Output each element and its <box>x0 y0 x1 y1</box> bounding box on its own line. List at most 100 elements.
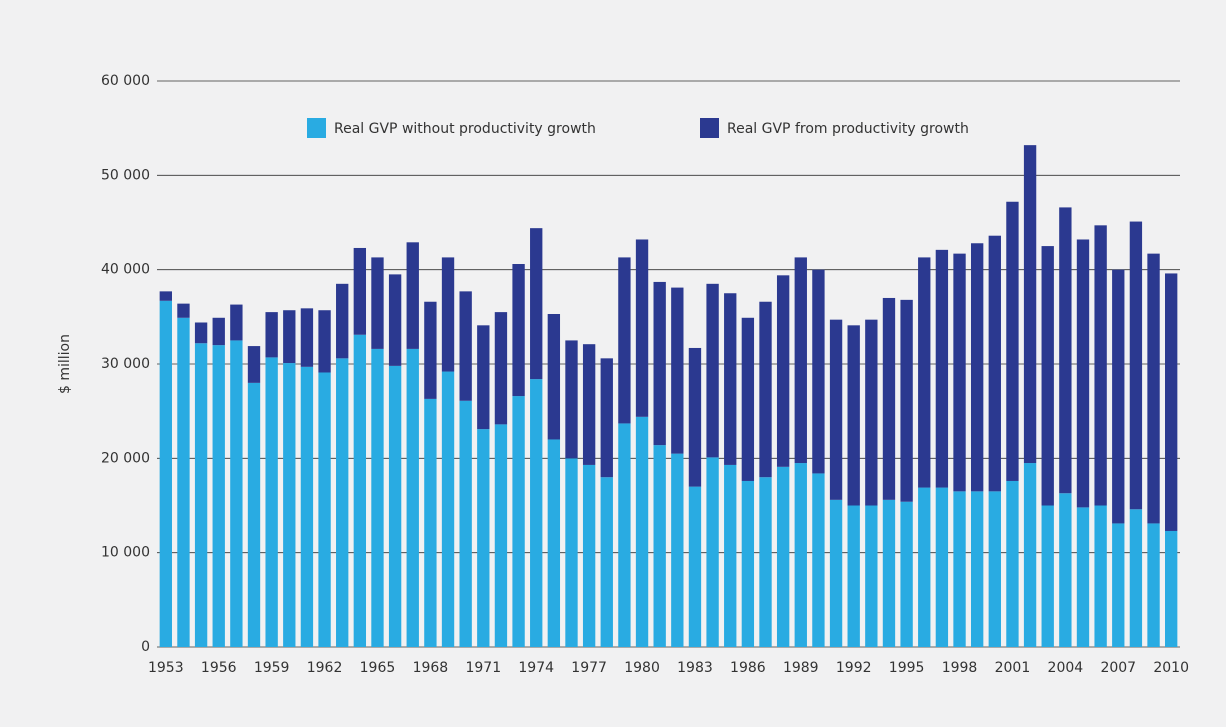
bar-segment <box>829 499 843 647</box>
legend-label: Real GVP without productivity growth <box>334 121 596 137</box>
bar-segment <box>1023 145 1037 464</box>
bar-segment <box>812 269 825 474</box>
bar-segment <box>300 308 314 367</box>
bar-segment <box>212 345 225 647</box>
x-tick-label: 1995 <box>889 660 925 676</box>
bar-segment <box>441 257 455 372</box>
bar-segment <box>1041 246 1054 506</box>
bar-segment <box>353 334 367 647</box>
bar-segment <box>459 291 472 401</box>
bar-segment <box>1112 523 1125 647</box>
bar-segment <box>441 371 455 647</box>
bar-segment <box>565 458 578 647</box>
bar-segment <box>759 301 772 478</box>
bar-segment <box>247 346 261 383</box>
x-tick-label: 1959 <box>254 660 290 676</box>
legend-swatch <box>700 118 719 138</box>
bar-segment <box>459 400 472 647</box>
bar-segment <box>406 348 419 647</box>
bar-segment <box>177 317 190 647</box>
bar-segment <box>1129 221 1143 510</box>
x-tick-label: 2007 <box>1100 660 1136 676</box>
bar-segment <box>1094 505 1107 647</box>
bar-segment <box>653 281 666 446</box>
bar-segment <box>159 291 172 301</box>
bar-segment <box>794 257 807 464</box>
bar-segment <box>900 299 913 502</box>
bar-segment <box>477 429 490 647</box>
bar-segment <box>247 382 261 647</box>
y-axis-label: $ million <box>57 334 73 394</box>
x-tick-label: 1968 <box>413 660 449 676</box>
bar-segment <box>494 424 508 647</box>
bar-segment <box>970 243 984 492</box>
bar-segment <box>847 505 860 647</box>
bar-segment <box>565 340 578 459</box>
bar-segment <box>424 301 437 399</box>
bar-segment <box>512 264 525 397</box>
bar-segment <box>530 228 543 380</box>
bar-segment <box>618 423 631 647</box>
bar-segment <box>300 366 314 647</box>
x-tick-label: 1971 <box>465 660 501 676</box>
y-tick-label: 20 000 <box>101 450 150 466</box>
bar-segment <box>865 319 878 506</box>
bar-segment <box>882 499 896 647</box>
bar-segment <box>1006 480 1019 647</box>
bar-segment <box>618 257 631 424</box>
x-tick-label: 1980 <box>624 660 660 676</box>
bar-segment <box>371 257 384 349</box>
bar-segment <box>230 304 243 341</box>
bar-segment <box>1147 523 1160 647</box>
y-tick-label: 50 000 <box>101 167 150 183</box>
y-tick-label: 60 000 <box>101 73 150 89</box>
bar-segment <box>194 322 208 344</box>
bar-segment <box>547 439 561 647</box>
x-tick-label: 1986 <box>730 660 766 676</box>
bar-segment <box>388 274 402 366</box>
bar-segment <box>829 319 843 500</box>
x-tick-label: 1998 <box>942 660 978 676</box>
bar-segment <box>688 486 702 647</box>
bar-segment <box>918 487 931 647</box>
x-tick-label: 1989 <box>783 660 819 676</box>
bar-segment <box>812 473 825 647</box>
bar-segment <box>600 477 613 647</box>
bar-segment <box>988 235 1001 492</box>
bar-segment <box>424 398 437 647</box>
bar-segment <box>953 253 966 492</box>
bar-segment <box>1129 509 1143 647</box>
x-tick-label: 1992 <box>836 660 872 676</box>
bar-segment <box>547 314 561 440</box>
x-tick-label: 2010 <box>1153 660 1189 676</box>
bar-segment <box>724 464 737 647</box>
bar-segment <box>1076 239 1090 508</box>
bar-segment <box>635 416 649 647</box>
bar-segment <box>865 505 878 647</box>
bar-segment <box>318 372 331 647</box>
bar-segment <box>1006 201 1019 481</box>
bar-segment <box>582 464 596 647</box>
bar-segment <box>1147 253 1160 524</box>
bar-segment <box>530 379 543 647</box>
bar-segment <box>177 303 190 318</box>
bar-segment <box>1165 273 1178 531</box>
bar-segment <box>706 283 719 458</box>
bar-segment <box>283 363 296 647</box>
bar-segment <box>882 297 896 500</box>
bar-segment <box>724 293 737 465</box>
bar-segment <box>212 317 225 346</box>
bar-segment <box>336 358 349 647</box>
bar-segment <box>1023 463 1037 647</box>
bar-segment <box>371 348 384 647</box>
bar-segment <box>494 312 508 425</box>
x-tick-label: 1965 <box>360 660 396 676</box>
bar-segment <box>283 310 296 364</box>
bar-segment <box>1041 505 1054 647</box>
bar-segment <box>635 239 649 417</box>
bar-segment <box>1094 225 1107 506</box>
bar-segment <box>388 365 402 647</box>
x-tick-label: 1977 <box>571 660 607 676</box>
bar-segment <box>1076 507 1090 647</box>
